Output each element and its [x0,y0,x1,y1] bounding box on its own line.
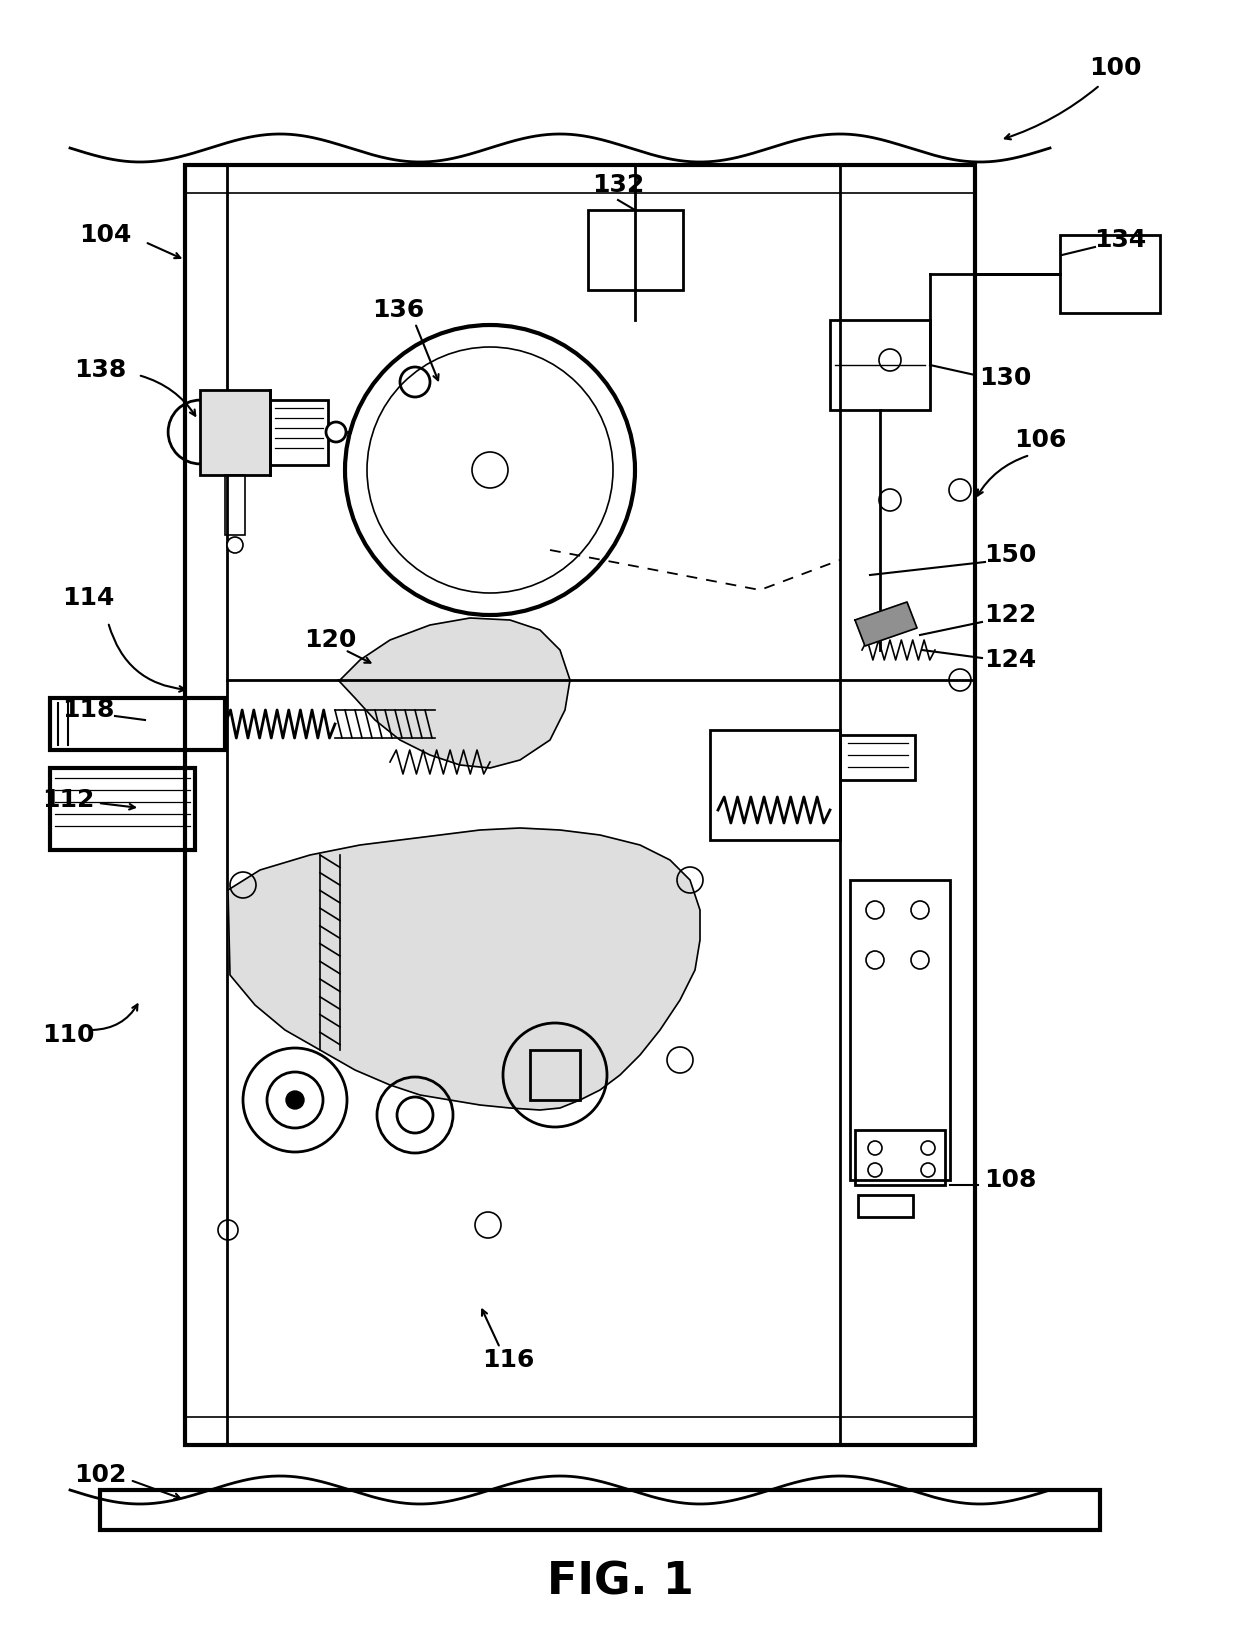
Circle shape [472,452,508,488]
Text: 112: 112 [42,788,94,813]
Polygon shape [228,827,701,1110]
Bar [185,165,227,1444]
Text: 102: 102 [74,1462,126,1487]
Bar [830,320,930,410]
Text: 116: 116 [482,1348,534,1373]
Text: 104: 104 [79,224,131,246]
Text: 114: 114 [62,586,114,610]
Polygon shape [339,619,570,769]
Text: 134: 134 [1094,228,1146,251]
Text: 118: 118 [62,698,114,721]
Bar [711,730,839,840]
Bar [185,165,975,193]
Bar [856,1129,945,1185]
Bar [100,1490,1100,1531]
Bar [200,390,270,475]
Bar [185,1417,975,1444]
Text: 138: 138 [74,357,126,382]
Circle shape [227,537,243,553]
Polygon shape [856,602,918,646]
Text: 130: 130 [978,366,1032,390]
Bar [529,1049,580,1100]
Bar [839,165,975,1444]
Text: 106: 106 [1014,428,1066,452]
Text: 100: 100 [1089,55,1141,80]
Bar [849,880,950,1180]
Text: 120: 120 [304,628,356,653]
Text: 150: 150 [983,543,1037,566]
Text: FIG. 1: FIG. 1 [547,1560,693,1604]
Bar [270,400,329,465]
Bar [588,211,683,290]
Bar [50,698,224,751]
Text: 124: 124 [983,648,1037,672]
Bar [224,475,246,535]
Bar [1060,235,1159,313]
Text: 122: 122 [983,602,1037,627]
Text: 110: 110 [42,1023,94,1048]
Bar [839,734,915,780]
Bar [858,1195,913,1217]
Text: 108: 108 [983,1169,1037,1191]
Circle shape [286,1092,304,1110]
Text: 136: 136 [372,299,424,322]
Text: 132: 132 [591,173,644,197]
Bar [50,769,195,850]
Circle shape [326,423,346,442]
Bar [185,165,975,1444]
